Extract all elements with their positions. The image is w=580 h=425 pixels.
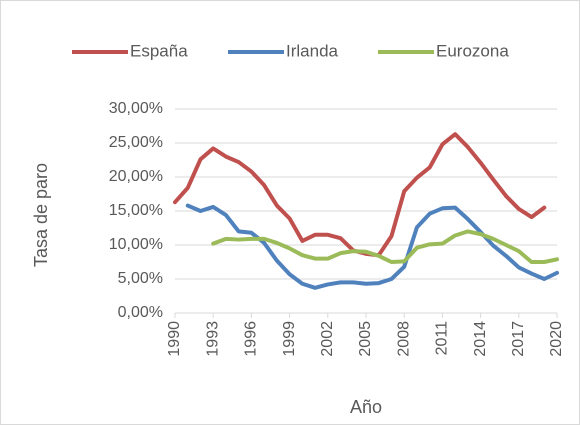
y-axis-label: Tasa de paro [31,163,51,267]
x-tick-label: 2017 [510,321,527,357]
x-tick-label: 1993 [204,321,221,357]
x-tick-label: 1999 [281,321,298,357]
y-tick-label: 25,00% [109,134,163,151]
x-tick-label: 2005 [357,321,374,357]
x-tick-label: 2014 [472,321,489,357]
x-tick-label: 2008 [395,321,412,357]
legend-label: Eurozona [436,41,509,60]
y-tick-label: 5,00% [118,270,163,287]
x-tick-label: 2002 [319,321,336,357]
x-tick-label: 2011 [434,321,451,356]
y-tick-label: 30,00% [109,100,163,117]
x-tick-label: 2020 [548,321,565,357]
y-tick-label: 0,00% [118,304,163,321]
y-tick-label: 10,00% [109,236,163,253]
legend-label: Irlanda [286,41,339,60]
data-line [211,229,559,264]
data-line [185,203,559,290]
x-axis-label: Año [350,397,382,417]
y-tick-label: 20,00% [109,168,163,185]
x-tick-label: 1996 [243,321,260,357]
legend-label: España [130,41,188,60]
y-tick-label: 15,00% [109,202,163,219]
x-tick-label: 1990 [166,321,183,357]
